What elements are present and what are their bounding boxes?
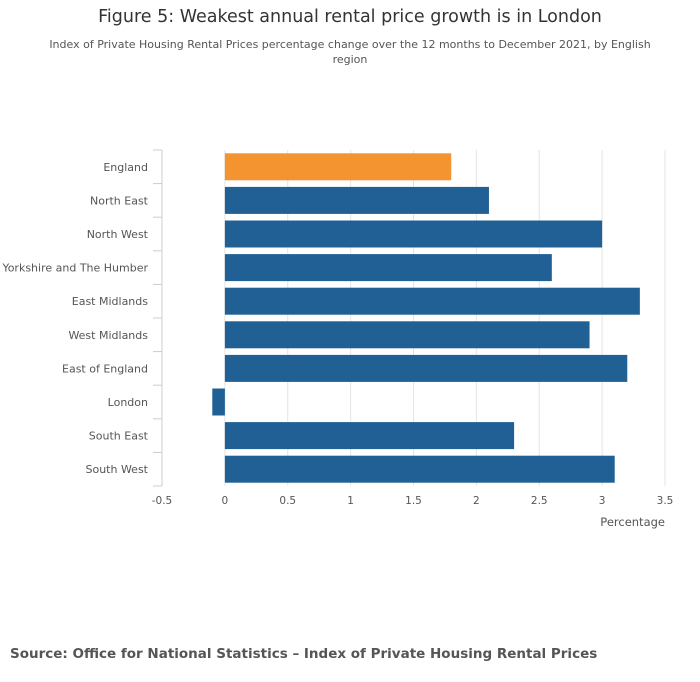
category-label: North West: [87, 228, 149, 241]
category-label: England: [103, 161, 148, 174]
x-tick-label: 0.5: [279, 495, 296, 507]
chart-subtitle: Index of Private Housing Rental Prices p…: [49, 38, 651, 66]
category-label: South East: [89, 430, 149, 443]
bar-east-midlands: [224, 287, 640, 315]
bar-yorkshire-and-the-humber: [224, 254, 552, 282]
category-label: Yorkshire and The Humber: [1, 262, 148, 275]
x-tick-label: -0.5: [152, 495, 173, 507]
x-tick-label: 1.5: [405, 495, 422, 507]
x-tick-label: 2: [473, 495, 480, 507]
category-label: East of England: [62, 362, 148, 375]
bar-north-east: [224, 186, 489, 214]
x-tick-label: 0: [222, 495, 229, 507]
x-tick-label: 1: [347, 495, 354, 507]
chart-title: Figure 5: Weakest annual rental price gr…: [98, 7, 602, 27]
bar-north-west: [224, 220, 603, 248]
x-tick-label: 3: [599, 495, 606, 507]
x-tick-label: 3.5: [657, 495, 674, 507]
bar-south-east: [224, 422, 515, 450]
bar-england: [224, 153, 452, 181]
source-note: Source: Office for National Statistics –…: [10, 646, 598, 662]
bar-chart: England North East North West Yorkshire and…: [1, 149, 674, 529]
category-label: East Midlands: [72, 295, 149, 308]
bar-east-of-england: [224, 354, 628, 382]
x-tick-label: 2.5: [531, 495, 548, 507]
category-label: West Midlands: [68, 329, 148, 342]
bar-south-west: [224, 455, 615, 483]
bar-london: [212, 388, 225, 416]
category-label: North East: [90, 194, 149, 207]
bar-west-midlands: [224, 321, 590, 349]
category-label: London: [108, 396, 148, 409]
x-axis-title: Percentage: [600, 515, 665, 529]
category-label: South West: [85, 463, 148, 476]
